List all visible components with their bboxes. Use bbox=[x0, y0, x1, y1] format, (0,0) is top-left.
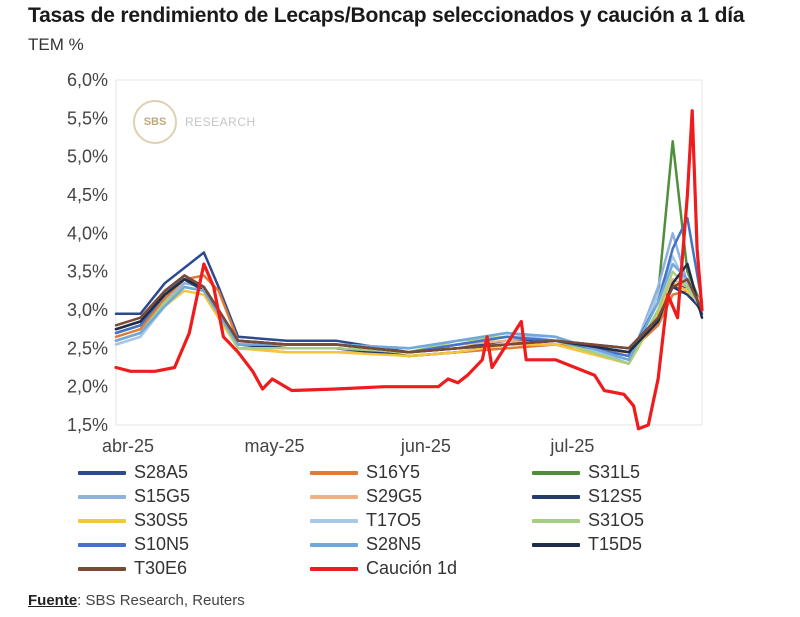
source-label: Fuente bbox=[28, 592, 78, 609]
legend-item: Caución 1d bbox=[310, 558, 457, 579]
source-note: Fuente: SBS Research, Reuters bbox=[28, 592, 245, 609]
legend-label: S12S5 bbox=[588, 486, 643, 506]
legend-item: S31O5 bbox=[532, 510, 644, 531]
legend-swatch bbox=[310, 542, 358, 547]
plot-area bbox=[115, 79, 703, 426]
x-tick-label: abr-25 bbox=[102, 436, 154, 456]
legend-label: S28N5 bbox=[366, 534, 422, 554]
y-tick-label: 5,0% bbox=[67, 147, 108, 167]
legend-item: T30E6 bbox=[78, 558, 187, 579]
y-axis-unit-label: TEM % bbox=[28, 35, 84, 54]
sbs-logo: SBS bbox=[133, 100, 177, 144]
series-line-s31l5 bbox=[114, 140, 704, 362]
legend-swatch bbox=[78, 566, 126, 571]
legend-item: T15D5 bbox=[532, 534, 642, 555]
legend-swatch bbox=[532, 542, 580, 547]
x-tick-label: jul-25 bbox=[549, 436, 594, 456]
legend-swatch bbox=[310, 470, 358, 475]
legend-label: S16Y5 bbox=[366, 462, 421, 482]
legend-label: T17O5 bbox=[366, 510, 422, 530]
legend-item: S29G5 bbox=[310, 486, 422, 507]
x-tick-label: jun-25 bbox=[400, 436, 451, 456]
legend-item: S10N5 bbox=[78, 534, 189, 555]
series-line-t17o5 bbox=[114, 255, 704, 362]
legend-label: T30E6 bbox=[134, 558, 188, 578]
legend-label: S28A5 bbox=[134, 462, 189, 482]
legend-label: S29G5 bbox=[366, 486, 423, 506]
y-tick-label: 3,5% bbox=[67, 262, 108, 282]
sbs-research-watermark: SBS RESEARCH bbox=[133, 100, 256, 144]
legend-label: Caución 1d bbox=[366, 558, 458, 578]
legend-item: T17O5 bbox=[310, 510, 421, 531]
chart-title: Tasas de rendimiento de Lecaps/Boncap se… bbox=[28, 4, 745, 27]
legend-swatch bbox=[310, 566, 358, 571]
y-tick-label: 1,5% bbox=[67, 415, 108, 435]
legend-label: T15D5 bbox=[588, 534, 643, 554]
legend-swatch bbox=[532, 518, 580, 523]
legend-label: S31L5 bbox=[588, 462, 641, 482]
legend-item: S12S5 bbox=[532, 486, 642, 507]
x-tick-label: may-25 bbox=[244, 436, 304, 456]
y-tick-label: 4,0% bbox=[67, 223, 108, 243]
source-text: : SBS Research, Reuters bbox=[77, 592, 245, 609]
legend-swatch bbox=[532, 494, 580, 499]
legend-item: S28N5 bbox=[310, 534, 421, 555]
y-tick-label: 3,0% bbox=[67, 300, 108, 320]
legend-label: S15G5 bbox=[134, 486, 191, 506]
series-line-t30e6 bbox=[114, 274, 704, 354]
y-tick-label: 5,5% bbox=[67, 108, 108, 128]
series-line-s28n5 bbox=[114, 262, 704, 362]
legend-swatch bbox=[78, 470, 126, 475]
y-tick-label: 6,0% bbox=[67, 70, 108, 90]
series-line-s30s5 bbox=[114, 281, 704, 365]
legend-label: S30S5 bbox=[134, 510, 189, 530]
legend-item: S28A5 bbox=[78, 462, 188, 483]
legend-item: S30S5 bbox=[78, 510, 188, 531]
legend-swatch bbox=[310, 494, 358, 499]
legend-item: S31L5 bbox=[532, 462, 640, 483]
watermark-text: RESEARCH bbox=[185, 115, 256, 129]
legend-label: S31O5 bbox=[588, 510, 645, 530]
legend-swatch bbox=[310, 518, 358, 523]
y-tick-label: 2,5% bbox=[67, 338, 108, 358]
legend-swatch bbox=[78, 494, 126, 499]
legend-swatch bbox=[78, 542, 126, 547]
legend-swatch bbox=[78, 518, 126, 523]
series-line-cauci-n-1d bbox=[114, 109, 704, 431]
legend-label: S10N5 bbox=[134, 534, 190, 554]
legend-swatch bbox=[532, 470, 580, 475]
y-tick-label: 2,0% bbox=[67, 377, 108, 397]
legend-item: S15G5 bbox=[78, 486, 190, 507]
legend-item: S16Y5 bbox=[310, 462, 420, 483]
y-tick-label: 4,5% bbox=[67, 185, 108, 205]
